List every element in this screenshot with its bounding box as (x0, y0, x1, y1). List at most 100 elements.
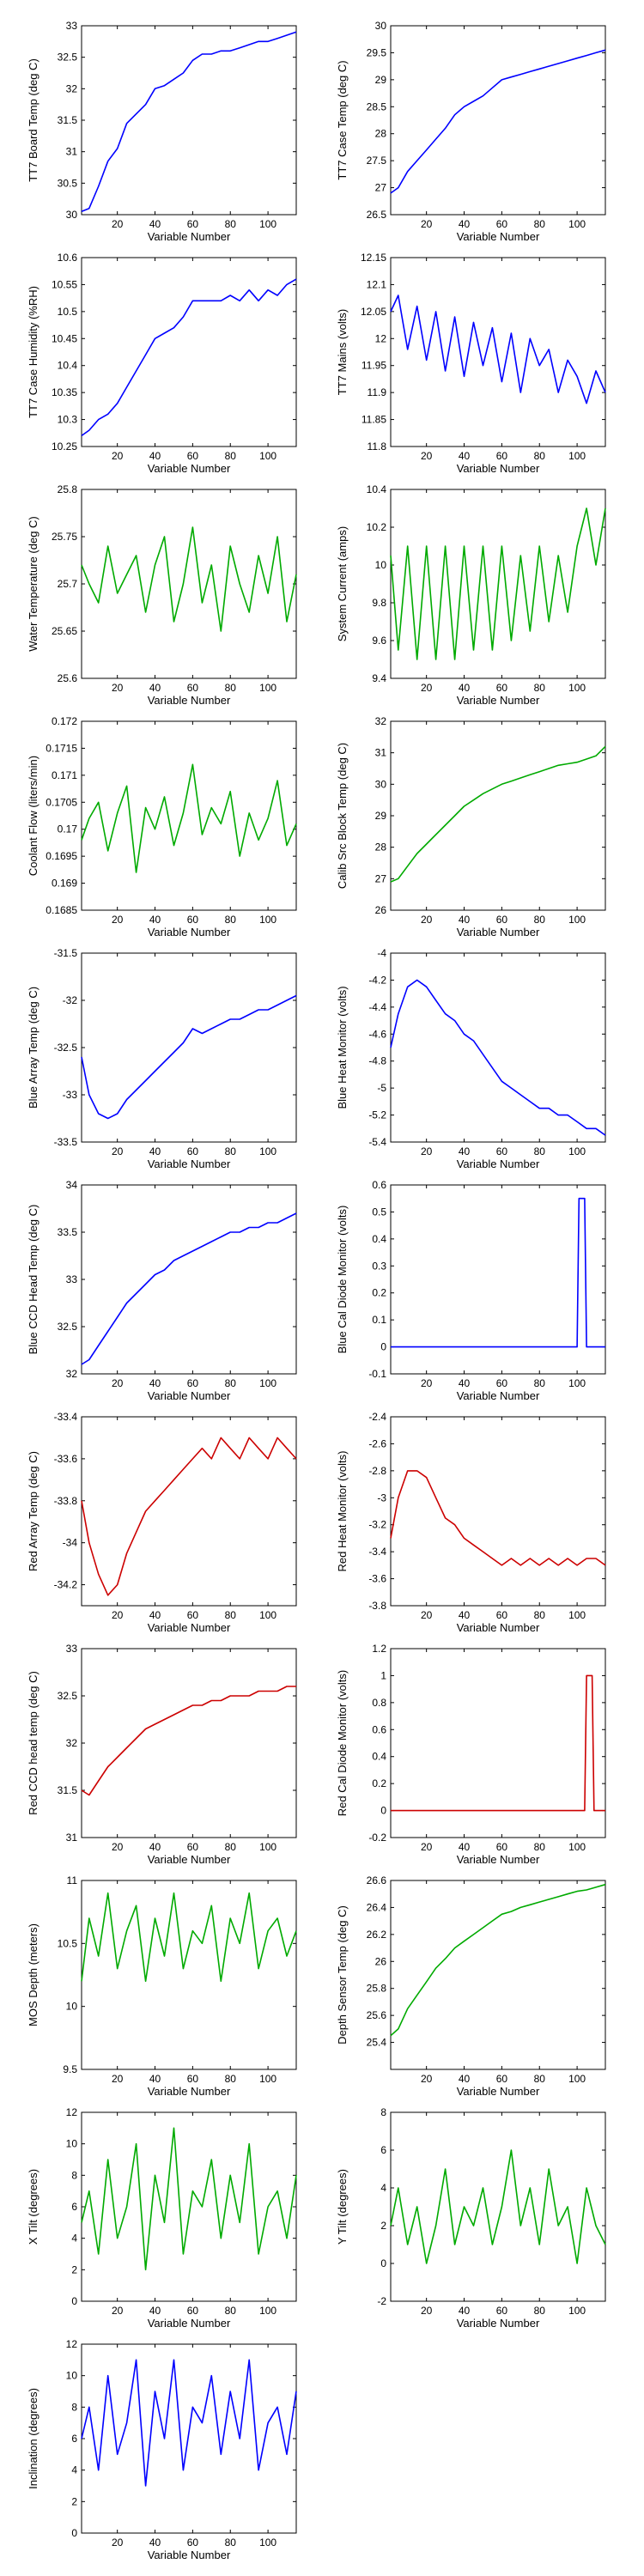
y-tick-label: 10 (66, 2001, 78, 2013)
y-axis-label: Red Array Temp (deg C) (27, 1451, 39, 1571)
data-series-line (81, 1212, 297, 1365)
x-tick-label: 20 (421, 1145, 433, 1157)
y-axis-label: MOS Depth (meters) (27, 1923, 39, 2026)
y-tick-label: 33 (66, 20, 78, 32)
data-series-line (81, 278, 297, 437)
y-tick-label: 6 (380, 2144, 386, 2156)
y-tick-label: -34 (63, 1537, 78, 1549)
y-tick-label: 0.2 (372, 1777, 386, 1789)
x-tick-label: 100 (259, 1609, 276, 1621)
x-tick-label: 20 (421, 218, 433, 230)
x-tick-label: 80 (534, 2305, 546, 2317)
x-tick-label: 20 (112, 2305, 124, 2317)
y-tick-label: 10.6 (58, 252, 78, 264)
y-tick-label: -3 (377, 1492, 386, 1504)
plot-frame (81, 489, 297, 679)
x-axis-label: Variable Number (148, 694, 231, 707)
y-tick-label: 25.65 (52, 625, 77, 637)
x-tick-label: 40 (149, 682, 161, 694)
y-tick-label: 31 (66, 1832, 78, 1844)
y-tick-label: 1 (380, 1669, 386, 1681)
y-tick-label: -3.6 (368, 1573, 386, 1585)
y-tick-label: 0.171 (52, 769, 77, 781)
y-axis-label: Calib Src Block Temp (deg C) (336, 743, 349, 889)
y-tick-label: 9.6 (372, 635, 386, 647)
y-tick-label: 32 (66, 1368, 78, 1380)
x-axis-label: Variable Number (148, 1389, 231, 1402)
y-tick-label: 12.15 (361, 252, 386, 264)
y-axis-label: TT7 Case Temp (deg C) (336, 60, 349, 179)
y-tick-label: -31.5 (54, 947, 78, 959)
y-tick-label: 11.95 (361, 360, 386, 372)
y-tick-label: 6 (71, 2201, 77, 2213)
data-series-line (390, 1883, 606, 2037)
data-series-line (81, 2359, 297, 2487)
y-tick-label: -33.5 (54, 1136, 78, 1148)
y-axis-label: Blue Heat Monitor (volts) (336, 986, 349, 1109)
y-tick-label: 2 (71, 2495, 77, 2507)
x-tick-label: 80 (225, 2073, 237, 2085)
y-tick-label: -3.8 (368, 1600, 386, 1612)
y-tick-label: 32.5 (58, 1690, 78, 1702)
x-tick-label: 40 (459, 1145, 471, 1157)
y-tick-label: 32.5 (58, 52, 78, 64)
chart-panel-13: -34.2 -34 -33.8 -33.6 -33.4 20 40 60 80 100 Variab… (27, 1411, 297, 1634)
plot-frame (390, 1184, 606, 1375)
chart-panel-11: 32 32.5 33 33.5 34 20 40 60 80 100 Variable Number… (27, 1179, 297, 1402)
y-tick-label: 25.7 (58, 578, 78, 590)
x-tick-label: 40 (149, 218, 161, 230)
y-axis-label: Blue CCD Head Temp (deg C) (27, 1205, 39, 1355)
y-tick-label: 32 (66, 82, 78, 94)
y-tick-label: 0 (71, 2295, 77, 2307)
x-tick-label: 40 (459, 2305, 471, 2317)
x-tick-label: 60 (187, 1377, 199, 1389)
x-tick-label: 80 (534, 682, 546, 694)
x-tick-label: 40 (149, 1377, 161, 1389)
x-tick-label: 20 (112, 218, 124, 230)
data-series-line (81, 31, 297, 213)
y-tick-label: 0.1685 (46, 904, 77, 916)
y-tick-label: -5.4 (368, 1136, 386, 1148)
data-series-line (81, 526, 297, 632)
data-series-line (390, 1470, 606, 1566)
x-tick-label: 60 (496, 218, 508, 230)
x-tick-label: 20 (421, 1377, 433, 1389)
y-tick-label: 0.3 (372, 1260, 386, 1272)
x-tick-label: 100 (259, 914, 276, 926)
data-series-line (390, 979, 606, 1136)
x-tick-label: 100 (259, 450, 276, 462)
x-tick-label: 40 (149, 2073, 161, 2085)
y-axis-label: Y Tilt (degrees) (336, 2169, 349, 2245)
y-tick-label: 0.169 (52, 878, 77, 890)
y-tick-label: -4.2 (368, 974, 386, 986)
y-axis-label: Inclination (degrees) (27, 2388, 39, 2489)
x-tick-label: 40 (459, 914, 471, 926)
x-tick-label: 60 (187, 218, 199, 230)
chart-panel-8: 26 27 28 29 30 31 32 20 40 60 80 100 Variable Number… (336, 715, 606, 939)
chart-panel-10: -5.4 -5.2 -5 -4.8 -4.6 -4.4 -4.2 -4 20 40 60 80 100 V… (336, 947, 606, 1170)
data-series-line (390, 2149, 606, 2264)
x-tick-label: 80 (534, 450, 546, 462)
data-series-line (81, 994, 297, 1120)
y-tick-label: 10.4 (58, 360, 78, 372)
y-tick-label: 10.4 (367, 483, 387, 495)
x-tick-label: 100 (568, 1377, 586, 1389)
x-tick-label: 100 (568, 1145, 586, 1157)
x-tick-label: 80 (225, 1609, 237, 1621)
x-tick-label: 40 (459, 218, 471, 230)
y-tick-label: 9.5 (63, 2063, 77, 2075)
y-tick-label: 1.2 (372, 1643, 386, 1655)
y-tick-label: 4 (71, 2464, 77, 2476)
x-tick-label: 20 (112, 450, 124, 462)
x-tick-label: 20 (421, 2305, 433, 2317)
x-tick-label: 20 (112, 914, 124, 926)
y-axis-label: Red Heat Monitor (volts) (336, 1451, 349, 1572)
x-tick-label: 100 (568, 2073, 586, 2085)
x-tick-label: 40 (459, 450, 471, 462)
y-axis-label: Depth Sensor Temp (deg C) (336, 1905, 349, 2044)
y-tick-label: 4 (380, 2182, 386, 2194)
chart-panel-21: 0 2 4 6 8 10 12 20 40 60 80 100 Variable Number Incli… (27, 2338, 297, 2561)
y-tick-label: 10.45 (52, 332, 77, 344)
x-tick-label: 20 (112, 682, 124, 694)
chart-panel-19: 0 2 4 6 8 10 12 20 40 60 80 100 Variable Number X Til… (27, 2106, 297, 2330)
